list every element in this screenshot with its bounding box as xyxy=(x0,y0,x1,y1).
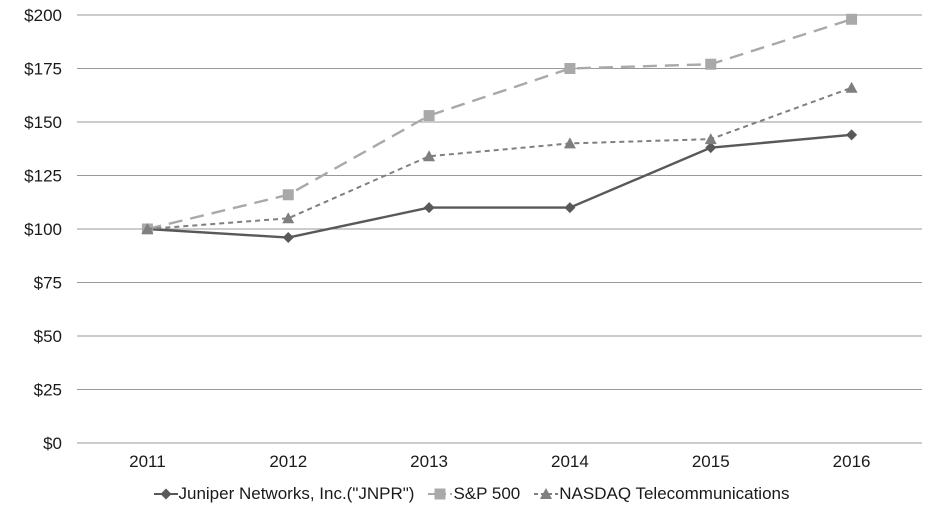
y-axis-tick-label: $125 xyxy=(24,167,62,186)
x-axis-tick-label: 2015 xyxy=(692,452,730,471)
nasdaq-telecom-triangle-marker-icon xyxy=(704,133,717,145)
legend-item-nasdaq-telecom: NASDAQ Telecommunications xyxy=(534,484,790,504)
x-axis-tick-label: 2016 xyxy=(833,452,871,471)
legend-diamond-icon xyxy=(160,488,171,500)
y-axis-tick-label: $50 xyxy=(34,327,62,346)
sp500-square-marker-icon xyxy=(846,13,858,25)
y-axis-tick-label: $175 xyxy=(24,60,62,79)
legend-label-jnpr: Juniper Networks, Inc.("JNPR") xyxy=(178,484,415,503)
sp500-square-marker-icon xyxy=(428,488,453,500)
chart-plot-area: $0 $25 $50 $75 $100 $125 $150 $175 $200 2011 2012 2… xyxy=(24,6,922,471)
legend-square-icon xyxy=(434,488,446,500)
nasdaq-triangle-marker-icon xyxy=(534,488,559,499)
y-axis-tick-label: $25 xyxy=(34,381,62,400)
y-axis-tick-label: $100 xyxy=(24,220,62,239)
jnpr-diamond-marker-icon xyxy=(564,202,576,214)
sp500-square-marker-icon xyxy=(564,63,576,74)
nasdaq-telecom-triangle-marker-icon xyxy=(845,81,858,93)
jnpr-diamond-marker-icon xyxy=(846,129,858,141)
legend-label-nasdaq-telecom: NASDAQ Telecommunications xyxy=(559,484,790,503)
y-axis-tick-label: $0 xyxy=(43,434,62,453)
series-line-jnpr xyxy=(147,133,852,239)
legend-triangle-icon xyxy=(540,488,553,499)
series-line-nasdaq-telecom xyxy=(147,86,852,230)
x-axis-tick-label: 2011 xyxy=(129,452,166,471)
legend-label-sp500: S&P 500 xyxy=(453,484,521,503)
legend-item-jnpr: Juniper Networks, Inc.("JNPR") xyxy=(153,484,415,504)
legend-item-sp500: S&P 500 xyxy=(428,484,520,504)
y-axis-tick-label: $150 xyxy=(24,113,62,132)
nasdaq-telecom-triangle-marker-icon xyxy=(563,137,576,149)
sp500-square-marker-icon xyxy=(705,58,717,70)
x-axis-tick-label: 2012 xyxy=(269,452,307,471)
y-axis-tick-label: $75 xyxy=(34,274,62,293)
jnpr-diamond-marker-icon xyxy=(282,232,294,244)
y-axis-tick-label: $200 xyxy=(24,6,62,25)
x-axis-tick-label: 2013 xyxy=(410,452,448,471)
series-line-sp500 xyxy=(147,18,852,231)
sp500-square-marker-icon xyxy=(423,110,435,122)
x-axis-tick-label: 2014 xyxy=(551,452,589,471)
chart-legend: Juniper Networks, Inc.("JNPR") S&P 500 N… xyxy=(0,484,943,504)
jnpr-diamond-marker-icon xyxy=(153,488,178,500)
jnpr-diamond-marker-icon xyxy=(423,202,435,214)
jnpr-diamond-marker-icon xyxy=(705,142,717,154)
nasdaq-telecom-triangle-marker-icon xyxy=(423,150,436,162)
nasdaq-telecom-triangle-marker-icon xyxy=(141,223,154,234)
sp500-square-marker-icon xyxy=(282,189,294,201)
nasdaq-telecom-triangle-marker-icon xyxy=(282,212,295,224)
